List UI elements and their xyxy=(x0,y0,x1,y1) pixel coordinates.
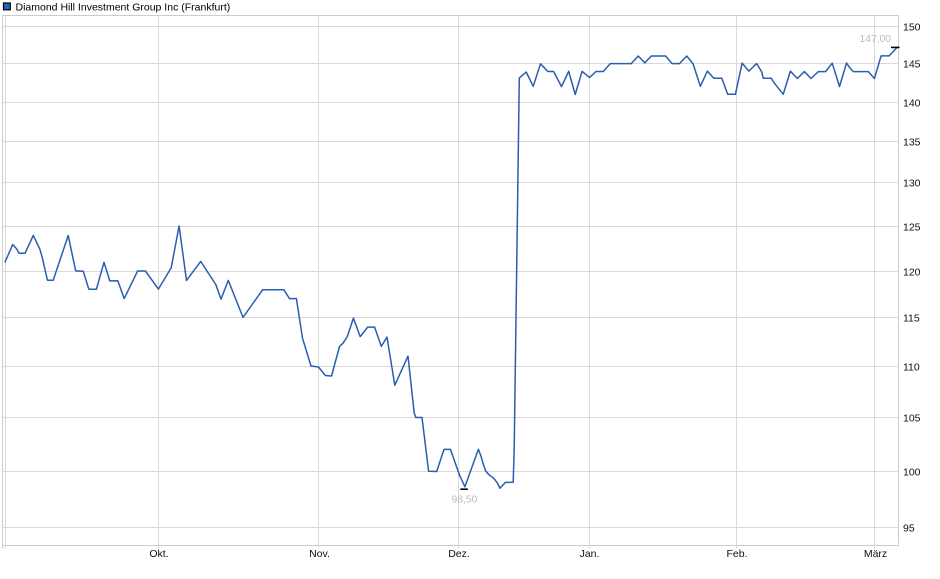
svg-text:März: März xyxy=(864,548,887,560)
svg-text:125: 125 xyxy=(903,221,921,233)
svg-text:130: 130 xyxy=(903,177,921,189)
svg-text:115: 115 xyxy=(903,312,920,324)
svg-text:Jan.: Jan. xyxy=(580,548,600,560)
svg-text:Nov.: Nov. xyxy=(309,548,330,560)
svg-text:110: 110 xyxy=(903,361,920,373)
svg-text:105: 105 xyxy=(903,412,921,424)
svg-text:Diamond Hill Investment Group: Diamond Hill Investment Group Inc (Frank… xyxy=(16,2,231,14)
svg-text:140: 140 xyxy=(903,97,921,109)
svg-text:145: 145 xyxy=(903,58,921,70)
svg-text:147,00: 147,00 xyxy=(860,34,892,45)
svg-text:135: 135 xyxy=(903,136,921,148)
svg-text:Dez.: Dez. xyxy=(448,548,470,560)
svg-text:95: 95 xyxy=(903,522,915,534)
svg-text:Okt.: Okt. xyxy=(149,548,168,560)
svg-text:100: 100 xyxy=(903,466,921,478)
svg-text:98,50: 98,50 xyxy=(452,495,478,506)
svg-text:120: 120 xyxy=(903,266,921,278)
svg-text:Feb.: Feb. xyxy=(726,548,747,560)
svg-text:150: 150 xyxy=(903,21,921,33)
